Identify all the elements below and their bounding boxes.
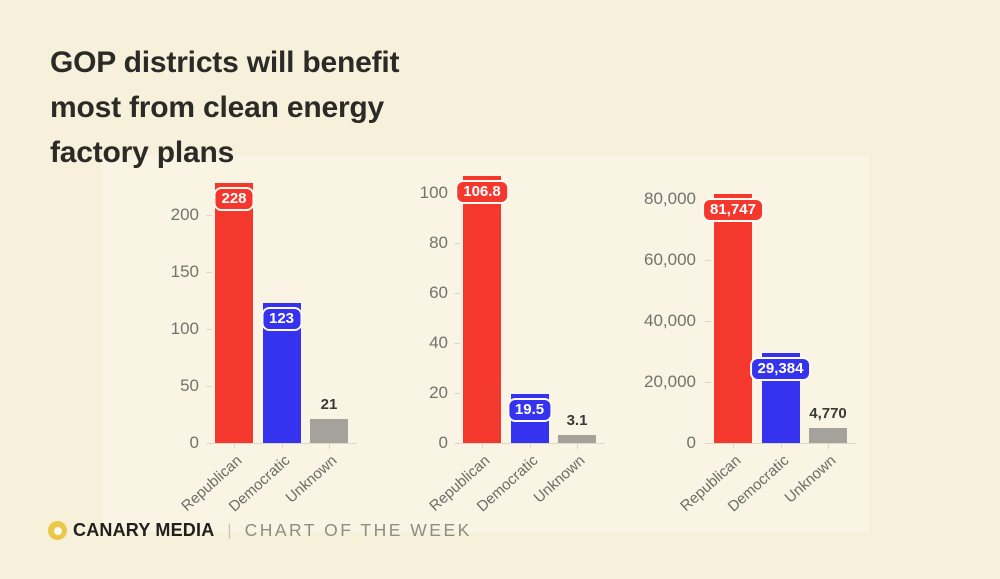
bar-republican: [215, 183, 253, 443]
bar-unknown: [558, 435, 596, 443]
y-tick-label: 0: [189, 433, 199, 452]
brand-name: CANARY MEDIA: [73, 520, 215, 540]
y-tick-label: 40: [429, 333, 448, 352]
y-tick-label: 20: [429, 383, 448, 402]
chart-title-line-1: GOP districts will benefit: [50, 46, 400, 79]
bar-value-label: 21: [320, 396, 338, 414]
x-axis-line: [206, 443, 357, 444]
chart-title-line-3: factory plans: [50, 136, 235, 169]
chart-title: GOP districts will benefit most from cle…: [50, 40, 400, 175]
bar-republican: [714, 193, 752, 443]
bar-unknown: [809, 428, 847, 443]
x-tick-mark: [281, 444, 283, 449]
y-tick-label: 40,000: [644, 311, 696, 330]
y-tick-label: 200: [170, 205, 199, 224]
y-tick-mark: [206, 386, 212, 387]
footer-divider: |: [227, 521, 232, 539]
y-tick-label: 0: [438, 433, 448, 452]
bar-value-label: 228: [213, 187, 255, 212]
x-axis-line: [705, 443, 856, 444]
bar-value-label: 123: [260, 306, 303, 331]
bar-value-label: 4,770: [809, 405, 847, 423]
canary-media-logo-icon: [48, 521, 67, 540]
y-tick-mark: [206, 329, 212, 330]
bar-value-label: 19.5: [506, 398, 553, 423]
y-tick-mark: [454, 243, 460, 244]
bar-value-label: 81,747: [702, 197, 764, 222]
y-tick-label: 80,000: [644, 189, 696, 208]
y-tick-label: 100: [419, 183, 448, 202]
bar-value-label: 106.8: [455, 180, 509, 204]
footer-series-label: CHART OF THE WEEK: [244, 520, 472, 540]
x-tick-mark: [577, 444, 578, 449]
y-tick-mark: [705, 260, 711, 261]
x-tick-mark: [780, 444, 782, 449]
bar-value-label: 29,384: [749, 357, 812, 382]
y-tick-mark: [705, 321, 711, 322]
footer: CANARY MEDIA | CHART OF THE WEEK: [48, 520, 472, 541]
x-tick-mark: [482, 444, 483, 449]
bar-unknown: [310, 419, 348, 443]
bar-republican: [463, 176, 501, 443]
y-tick-mark: [705, 382, 711, 383]
y-tick-mark: [454, 293, 460, 294]
y-tick-label: 100: [170, 319, 199, 338]
y-tick-label: 50: [180, 376, 199, 395]
x-tick-mark: [329, 444, 330, 449]
y-tick-label: 60,000: [644, 250, 696, 269]
y-tick-mark: [454, 343, 460, 344]
chart-title-line-2: most from clean energy: [50, 91, 385, 124]
x-tick-mark: [529, 444, 531, 449]
y-tick-label: 150: [170, 262, 199, 281]
y-tick-label: 0: [686, 433, 696, 452]
y-tick-label: 20,000: [644, 372, 696, 391]
y-tick-label: 80: [429, 233, 448, 252]
x-axis-line: [454, 443, 605, 444]
y-tick-mark: [206, 272, 212, 273]
x-tick-mark: [733, 444, 734, 449]
y-tick-mark: [454, 393, 460, 394]
x-tick-mark: [234, 444, 235, 449]
y-tick-mark: [206, 215, 212, 216]
x-tick-mark: [828, 444, 829, 449]
y-tick-label: 60: [429, 283, 448, 302]
bar-value-label: 3.1: [566, 412, 588, 430]
